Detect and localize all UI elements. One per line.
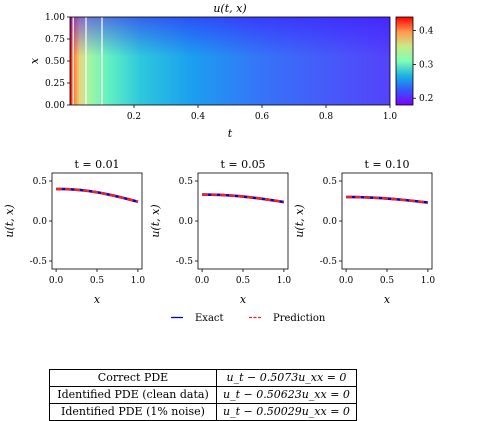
slice-title-t001: t = 0.01	[74, 158, 119, 171]
slice-panel-t005: t = 0.05 x u(t, x) 0.0 0.5 1.00.50.0-0.5	[149, 158, 291, 306]
colorbar-ticks: 0.2 0.3 0.4	[413, 27, 434, 104]
table-cell-label: Identified PDE (clean data)	[49, 386, 217, 404]
slice-x-tick-label-t001: 1.0	[131, 276, 146, 286]
heatmap-x-tick-label: 0.6	[255, 112, 270, 122]
heatmap-time-markers	[72, 17, 103, 105]
table-row: Identified PDE (1% noise) u_t − 0.50029u…	[49, 403, 357, 421]
slice-ylabel-t010: u(t, x)	[293, 204, 306, 237]
legend-label-prediction: Prediction	[273, 313, 326, 324]
heatmap-x-tick-label: 1.0	[383, 112, 398, 122]
slice-xlabel-t010: x	[384, 293, 391, 306]
table-cell-label: Correct PDE	[49, 369, 217, 387]
slice-x-tick-label-t005: 1.0	[277, 276, 292, 286]
slice-y-tick-label-t001: -0.5	[30, 257, 48, 267]
slice-xlabel-t001: x	[94, 293, 101, 306]
legend: Exact Prediction	[163, 311, 333, 327]
table-cell-equation: u_t − 0.5073u_xx = 0	[216, 369, 357, 387]
slice-x-tick-label-t005: 0.0	[195, 276, 210, 286]
heatmap-xlabel: t	[228, 127, 233, 140]
heatmap-y-tick-label: 1.00	[45, 13, 65, 23]
slice-x-tick-label-t001: 0.0	[49, 276, 64, 286]
heatmap-y-tick-label: 0.25	[45, 79, 65, 89]
heatmap-y-tick-label: 0.50	[45, 57, 65, 67]
slice-y-tick-label-t010: 0.5	[323, 177, 338, 187]
slice-series-prediction-t010	[346, 195, 429, 204]
colorbar	[395, 16, 414, 106]
heatmap-shading	[70, 17, 390, 105]
slice-x-tick-label-t001: 0.5	[90, 276, 105, 286]
heatmap-y-ticks: 0.00 0.25 0.50 0.75 1.00	[45, 13, 70, 111]
slice-y-tick-label-t005: 0.0	[179, 217, 194, 227]
table-row: Correct PDE u_t − 0.5073u_xx = 0	[49, 369, 357, 387]
legend-swatch-prediction	[249, 316, 261, 319]
table-cell-equation: u_t − 0.50623u_xx = 0	[216, 386, 357, 404]
slice-frame-t010	[341, 172, 433, 270]
heatmap-x-tick-label: 0.4	[191, 112, 206, 122]
slice-x-tick-label-t010: 1.0	[421, 276, 436, 286]
legend-swatch-exact	[171, 316, 183, 319]
legend-label-exact: Exact	[195, 313, 224, 324]
heatmap-title: u(t, x)	[213, 2, 246, 15]
slice-title-t005: t = 0.05	[220, 158, 265, 171]
slice-y-tick-label-t010: -0.5	[320, 257, 338, 267]
slice-y-tick-label-t001: 0.5	[33, 177, 48, 187]
slice-y-tick-label-t010: 0.0	[323, 217, 338, 227]
heatmap-y-tick-label: 0.00	[45, 101, 65, 111]
table-row: Identified PDE (clean data) u_t − 0.5062…	[49, 386, 357, 404]
heatmap-y-tick-label: 0.75	[45, 35, 65, 45]
slice-x-tick-label-t005: 0.5	[236, 276, 251, 286]
slice-frame-t001	[51, 172, 143, 270]
colorbar-tick-label: 0.3	[419, 60, 434, 70]
heatmap-x-ticks: 0.2 0.4 0.6 0.8 1.0	[127, 105, 398, 122]
legend-item-prediction: Prediction	[241, 311, 333, 327]
slice-y-tick-label-t005: 0.5	[179, 177, 194, 187]
heatmap-x-tick-label: 0.8	[319, 112, 334, 122]
table-cell-equation: u_t − 0.50029u_xx = 0	[216, 403, 357, 421]
slice-x-tick-label-t010: 0.5	[380, 276, 395, 286]
heatmap-x-tick-label: 0.2	[127, 112, 141, 122]
slice-ylabel-t001: u(t, x)	[3, 204, 16, 237]
slice-x-tick-label-t010: 0.0	[339, 276, 354, 286]
legend-item-exact: Exact	[163, 311, 233, 327]
heatmap-ylabel: x	[28, 57, 41, 64]
slice-series-prediction-t001	[56, 187, 139, 204]
slice-ylabel-t005: u(t, x)	[149, 204, 162, 237]
slice-frame-t005	[197, 172, 289, 270]
slice-series-prediction-t005	[202, 193, 285, 204]
slice-y-tick-label-t001: 0.0	[33, 217, 48, 227]
pde-table: Correct PDE u_t − 0.5073u_xx = 0 Identif…	[49, 369, 357, 421]
colorbar-tick-label: 0.2	[419, 94, 433, 104]
figure: u(t, x) 0.2 0.4 0.6 0.8 1.0 0.00 0.25 0.50 0.75…	[3, 2, 435, 306]
heatmap-panel: u(t, x) 0.2 0.4 0.6 0.8 1.0 0.00 0.25 0.50 0.75…	[28, 2, 434, 140]
slice-xlabel-t005: x	[240, 293, 247, 306]
colorbar-tick-label: 0.4	[419, 27, 434, 37]
table-cell-label: Identified PDE (1% noise)	[49, 403, 217, 421]
slice-panel-t001: t = 0.01 x u(t, x) 0.0 0.5 1.00.50.0-0.5	[3, 158, 145, 306]
slice-panel-t010: t = 0.10 x u(t, x) 0.0 0.5 1.00.50.0-0.5	[293, 158, 435, 306]
slice-title-t010: t = 0.10	[364, 158, 409, 171]
slice-y-tick-label-t005: -0.5	[176, 257, 194, 267]
